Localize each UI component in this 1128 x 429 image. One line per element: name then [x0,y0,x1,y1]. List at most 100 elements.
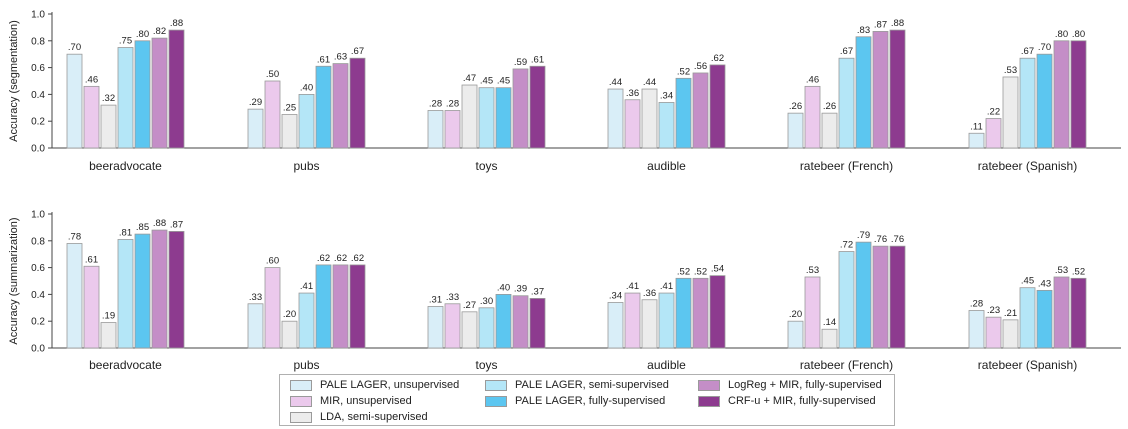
bar [641,299,658,349]
y-tick-label: 0.2 [31,117,45,128]
bar-value-label: .61 [531,54,544,65]
bar [461,84,478,149]
legend-item: CRF-u + MIR, fully-supervised [698,393,876,409]
y-tick-label: 0.8 [31,236,45,247]
bar-value-label: .44 [609,77,622,88]
x-tick-label: toys [475,358,497,372]
bar [512,68,529,149]
bar [151,37,168,149]
bar [66,53,83,149]
bar-value-label: .45 [480,76,493,87]
bar-value-label: .33 [249,292,262,303]
legend-swatch [485,395,507,407]
bar [889,245,906,349]
legend-swatch [290,411,312,423]
bar [315,264,332,349]
bar [658,292,675,349]
bar [658,102,675,149]
bar [247,108,264,149]
bar-value-label: .79 [857,230,870,241]
bar [607,88,624,149]
bar-value-label: .14 [823,317,836,328]
y-tick-label: 0.6 [31,263,45,274]
bar [787,112,804,149]
bar [1019,287,1036,349]
x-tick-label: pubs [293,159,319,173]
bar-value-label: .67 [840,46,853,57]
bar-value-label: .52 [677,66,690,77]
x-tick-label: ratebeer (Spanish) [978,159,1077,173]
bar-value-label: .88 [891,18,904,29]
bar [709,64,726,149]
bar [692,277,709,349]
legend-swatch [290,379,312,391]
bar-value-label: .11 [970,121,983,132]
bar [134,40,151,149]
bar-value-label: .20 [283,309,296,320]
bar [427,110,444,149]
bar-value-label: .40 [497,282,510,293]
bar-value-label: .30 [480,296,493,307]
bar-value-label: .67 [351,46,364,57]
x-tick-label: beeradvocate [89,358,162,372]
bar [804,85,821,149]
bar-value-label: .70 [68,42,81,53]
bar [709,275,726,349]
bar-value-label: .82 [153,26,166,37]
bar-value-label: .62 [711,53,724,64]
bar-value-label: .26 [823,101,836,112]
legend-label: LDA, semi-supervised [320,411,428,423]
chart-panel-2: 0.0 0.2 0.4 0.6 0.8 1.0 Accuracy (summarizatio… [8,210,1121,372]
bar-group-4: .26 .46 .26 .67 .83 .87 .88 [787,18,906,149]
legend-swatch [290,395,312,407]
bar-group-2: .31 .33 .27 .30 .40 .39 .37 [427,282,546,349]
bar-value-label: .34 [660,90,673,101]
x-tick-label: ratebeer (Spanish) [978,358,1077,372]
bar [151,229,168,349]
bar-value-label: .85 [136,222,149,233]
bar-group-3: .34 .41 .36 .41 .52 .52 .54 [607,264,726,349]
bar-value-label: .61 [317,54,330,65]
bar-value-label: .62 [317,253,330,264]
bar-value-label: .62 [334,253,347,264]
x-tick-label: beeradvocate [89,159,162,173]
y-tick-label: 1.0 [31,210,45,221]
bar-group-3: .44 .36 .44 .34 .52 .56 .62 [607,53,726,149]
bar-value-label: .28 [429,98,442,109]
bar [117,47,134,149]
bar-group-5: .28 .23 .21 .45 .43 .53 .52 [968,265,1087,349]
bar-value-label: .54 [711,264,724,275]
bar-value-label: .52 [1072,266,1085,277]
bar-value-label: .80 [136,29,149,40]
bar [444,303,461,349]
y-tick-label: 0.8 [31,36,45,47]
bar [100,104,117,149]
bar-value-label: .34 [609,290,622,301]
bar [281,320,298,349]
bar [1053,276,1070,349]
legend-label: PALE LAGER, unsupervised [320,379,460,391]
bar-value-label: .33 [446,292,459,303]
bar [495,293,512,349]
bar-value-label: .78 [68,231,81,242]
bar [529,298,546,349]
bar [838,251,855,349]
bar [332,264,349,349]
bar-value-label: .23 [987,305,1000,316]
bar-value-label: .28 [970,298,983,309]
bar [478,307,495,349]
bar-value-label: .72 [840,240,853,251]
bar-value-label: .37 [531,286,544,297]
legend-label: LogReg + MIR, fully-supervised [728,379,882,391]
bar-value-label: .52 [694,266,707,277]
bar [1070,277,1087,349]
bar-value-label: .56 [694,61,707,72]
bar [264,80,281,149]
bar-group-1: .33 .60 .20 .41 .62 .62 .62 [247,253,366,349]
bar-value-label: .87 [874,19,887,30]
bar-value-label: .50 [266,69,279,80]
bar-value-label: .22 [987,107,1000,118]
bar-group-0: .70 .46 .32 .75 .80 .82 .88 [66,18,185,149]
bar-value-label: .32 [102,93,115,104]
x-tick-label: pubs [293,358,319,372]
